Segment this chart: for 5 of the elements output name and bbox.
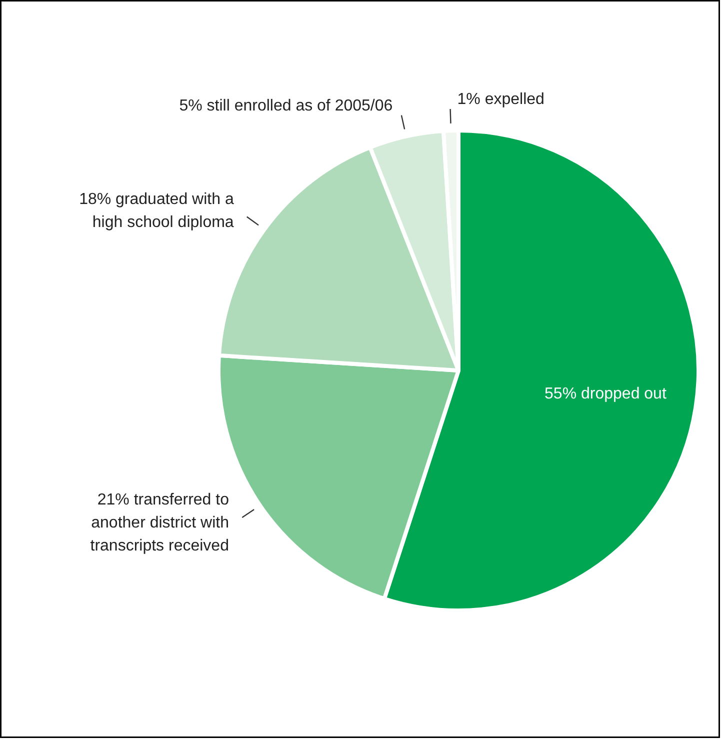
slice-label: 55% dropped out [544,385,667,402]
slice-label: 18% graduated with a high school diploma [79,191,234,232]
slice-label: 5% still enrolled as of 2005/06 [179,97,393,114]
slice-label: 21% transferred to another district with transcripts received [90,491,230,554]
slice-label: 1% expelled [457,90,544,108]
